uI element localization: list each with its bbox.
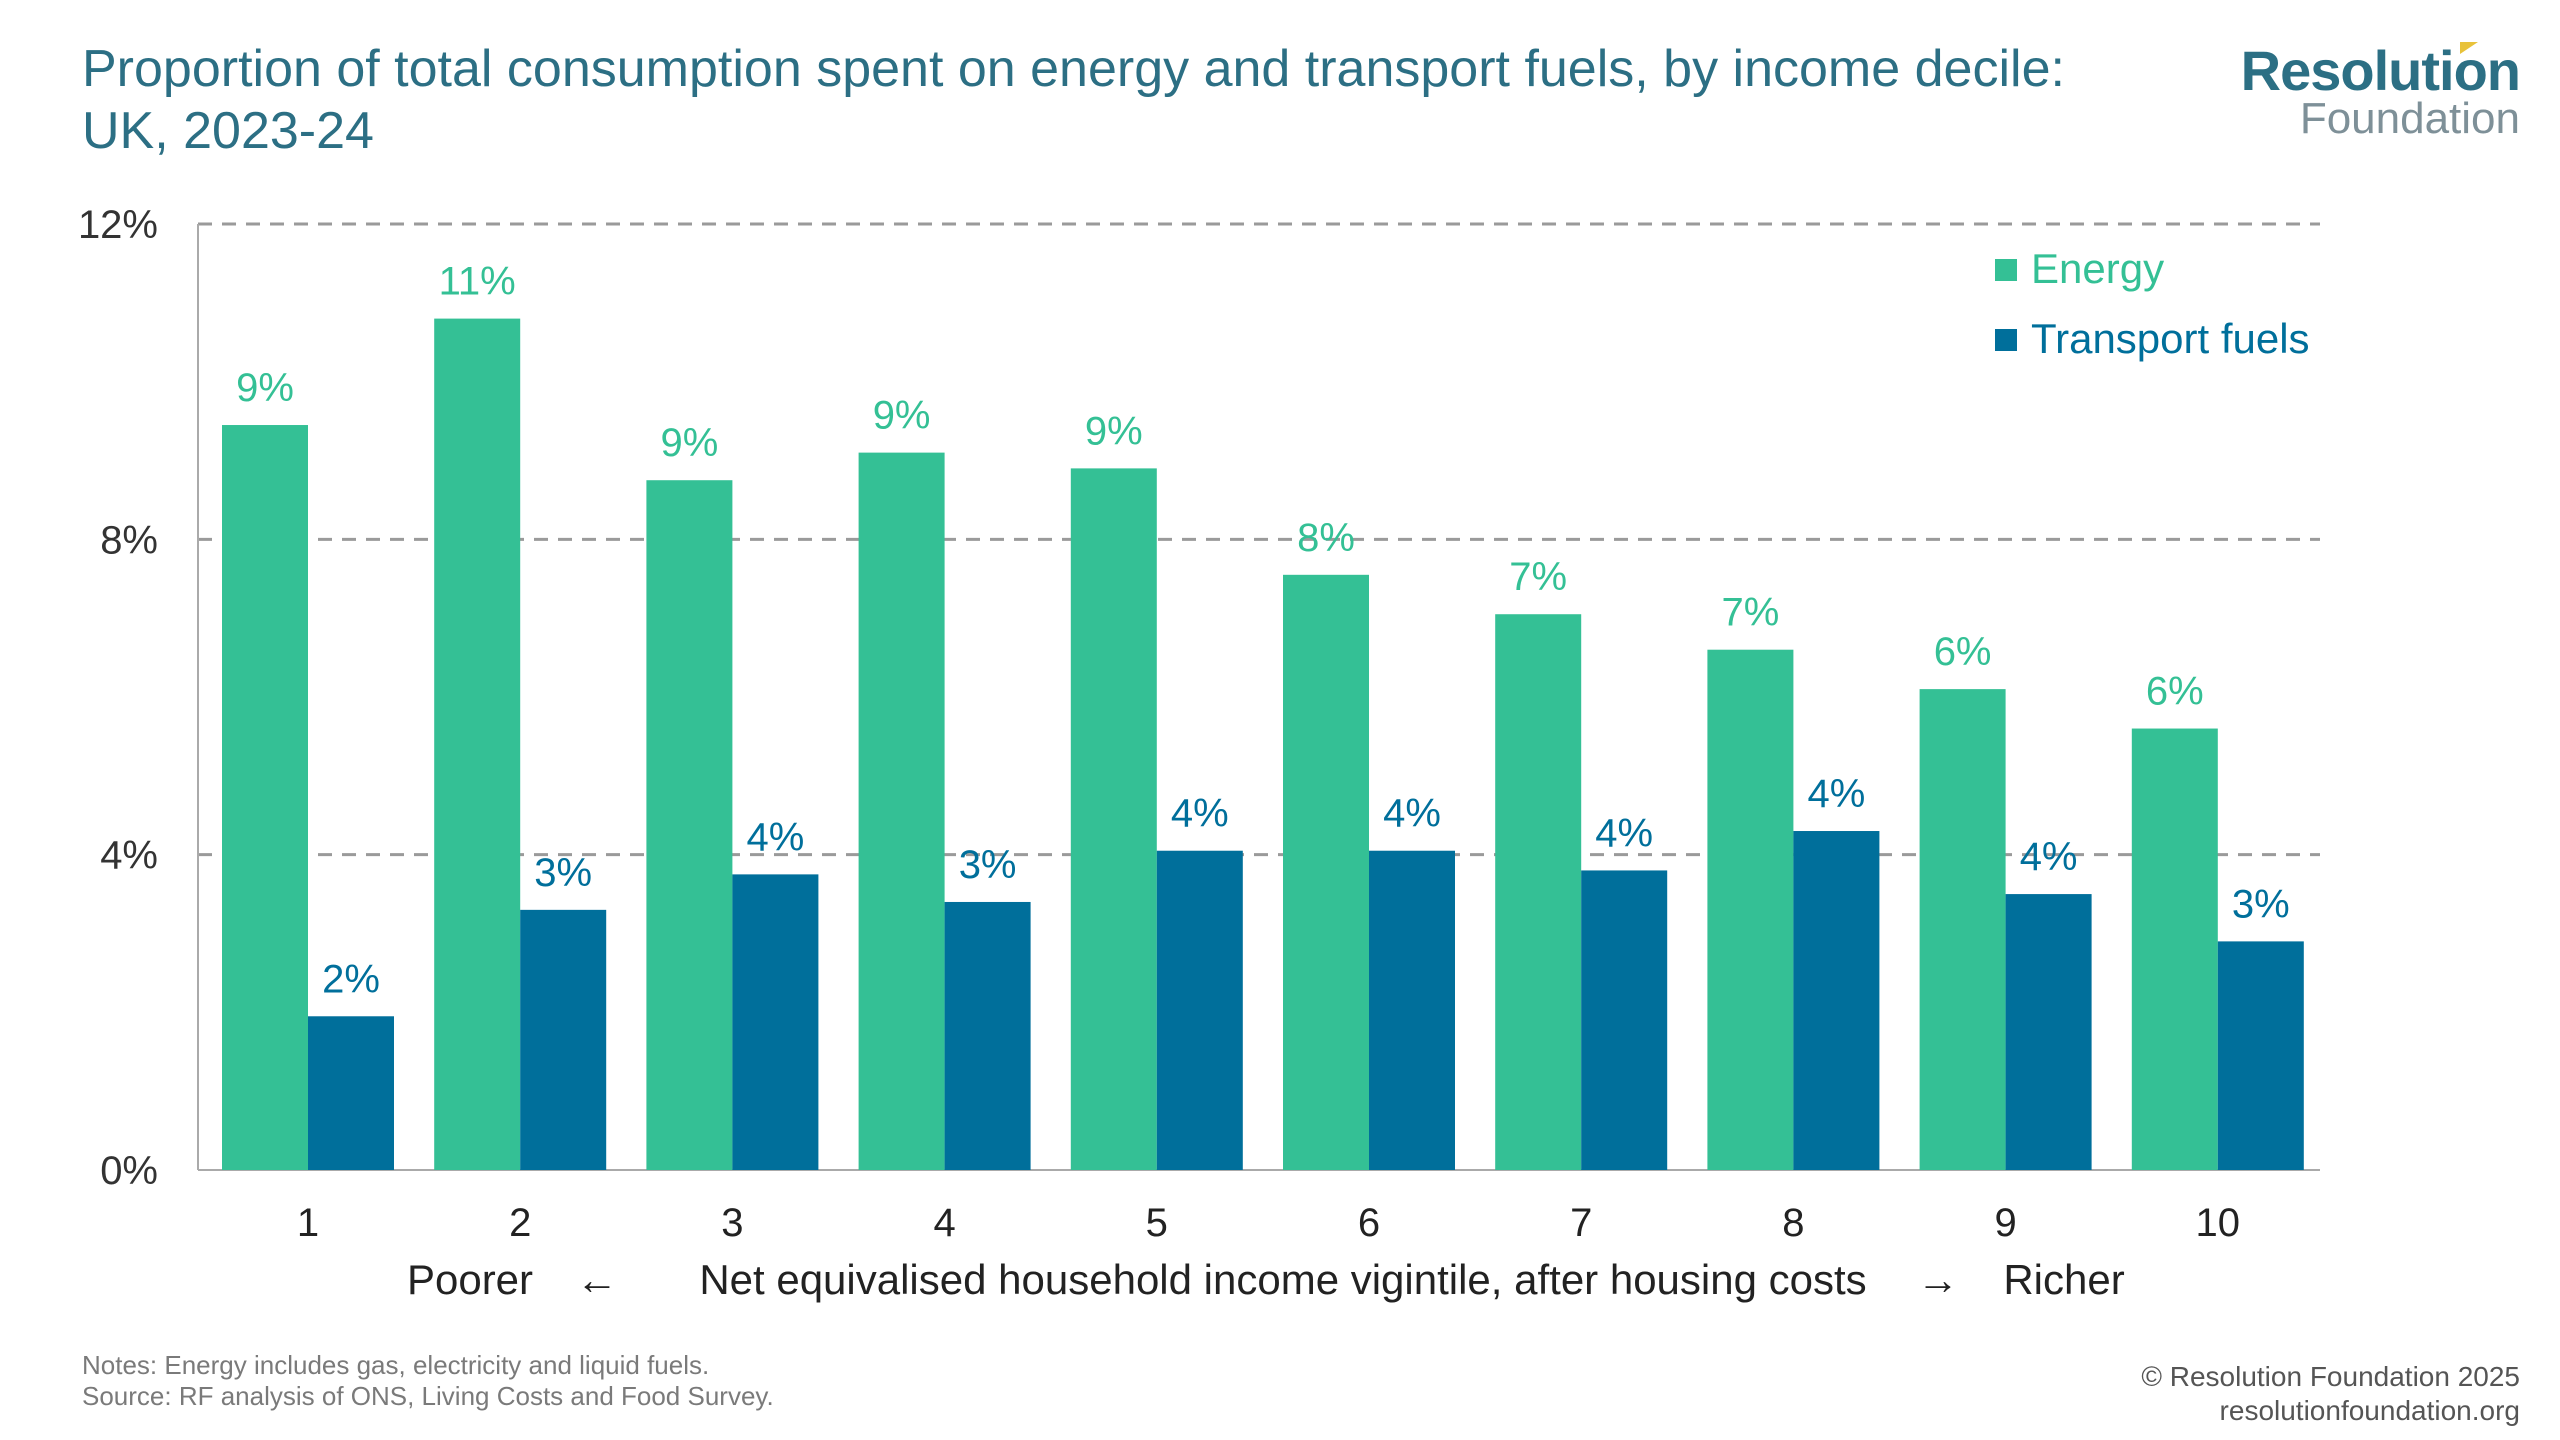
transport-fuels-data-label: 4% xyxy=(1595,811,1653,855)
legend-swatch-transport-fuels xyxy=(1995,329,2017,351)
transport-fuels-bar xyxy=(732,874,819,1170)
x-label-poorer: Poorer xyxy=(407,1256,533,1303)
transport-fuels-data-label: 4% xyxy=(1383,792,1441,836)
transport-fuels-data-label: 4% xyxy=(1807,772,1865,816)
legend-label-energy: Energy xyxy=(2031,245,2164,292)
energy-data-label: 9% xyxy=(660,421,718,465)
y-tick-label: 8% xyxy=(100,518,158,562)
energy-data-label: 9% xyxy=(236,366,294,410)
chart-title-line1: Proportion of total consumption spent on… xyxy=(82,40,2065,98)
legend-label-transport-fuels: Transport fuels xyxy=(2031,315,2310,362)
energy-bar xyxy=(1495,614,1582,1170)
transport-fuels-bar xyxy=(308,1016,394,1170)
energy-bar xyxy=(1919,689,2006,1170)
y-tick-label: 12% xyxy=(78,203,158,247)
footer-notes: Notes: Energy includes gas, electricity … xyxy=(82,1350,774,1412)
transport-fuels-data-label: 2% xyxy=(322,957,380,1001)
x-tick-label: 4 xyxy=(933,1201,955,1245)
energy-bar xyxy=(222,425,308,1170)
website-link[interactable]: resolutionfoundation.org xyxy=(2219,1395,2520,1426)
transport-fuels-data-label: 4% xyxy=(1171,792,1229,836)
chart-title: Proportion of total consumption spent on… xyxy=(82,38,2162,162)
source-text: Source: RF analysis of ONS, Living Costs… xyxy=(82,1381,774,1411)
transport-fuels-bar xyxy=(2005,894,2092,1170)
x-tick-label: 1 xyxy=(297,1201,319,1245)
x-tick-label: 10 xyxy=(2196,1201,2241,1245)
energy-bar xyxy=(1283,574,1369,1170)
transport-fuels-bar xyxy=(1369,850,1455,1170)
transport-fuels-bar xyxy=(1156,850,1243,1170)
transport-fuels-data-label: 3% xyxy=(959,843,1017,887)
energy-data-label: 9% xyxy=(873,394,931,438)
footer-credits: © Resolution Foundation 2025 resolutionf… xyxy=(2141,1360,2520,1428)
energy-data-label: 7% xyxy=(1721,591,1779,635)
energy-bar xyxy=(1070,468,1157,1171)
transport-fuels-bar xyxy=(520,909,607,1170)
x-tick-label: 8 xyxy=(1782,1201,1804,1245)
x-tick-label: 9 xyxy=(1994,1201,2016,1245)
x-tick-label: 6 xyxy=(1358,1201,1380,1245)
transport-fuels-data-label: 4% xyxy=(746,815,804,859)
x-tick-label: 2 xyxy=(509,1201,531,1245)
y-tick-label: 4% xyxy=(100,834,158,878)
legend-swatch-energy xyxy=(1995,259,2017,281)
energy-data-label: 11% xyxy=(439,260,516,304)
energy-data-label: 6% xyxy=(1934,630,1992,674)
transport-fuels-data-label: 4% xyxy=(2020,835,2078,879)
transport-fuels-data-label: 3% xyxy=(534,851,592,895)
transport-fuels-bar xyxy=(1793,831,1880,1170)
energy-bar xyxy=(858,452,945,1170)
y-tick-label: 0% xyxy=(100,1149,158,1193)
transport-fuels-bar xyxy=(2217,941,2304,1170)
x-tick-label: 3 xyxy=(721,1201,743,1245)
logo-line1: Resolution xyxy=(2240,39,2521,102)
x-tick-label: 7 xyxy=(1570,1201,1592,1245)
x-tick-label: 5 xyxy=(1146,1201,1168,1245)
bar-chart: 0% 4% 8% 12% 9% 2% 1 11% 3% 2 9% 4% 3 9% 3% 4 9% 4% 5 8% 4% 6… xyxy=(78,203,2320,1303)
energy-data-label: 7% xyxy=(1509,555,1567,599)
energy-bar xyxy=(1707,649,1794,1170)
logo-line2: Foundation xyxy=(2299,94,2520,143)
energy-data-label: 9% xyxy=(1085,409,1143,453)
x-label-right-arrow: → xyxy=(1917,1256,1959,1303)
transport-fuels-data-label: 3% xyxy=(2232,882,2290,926)
energy-data-label: 8% xyxy=(1297,516,1355,560)
resolution-foundation-logo: Resolution Foundation xyxy=(2160,38,2521,148)
transport-fuels-bar xyxy=(944,901,1031,1170)
notes-text: Notes: Energy includes gas, electricity … xyxy=(82,1350,710,1380)
copyright-text: © Resolution Foundation 2025 xyxy=(2141,1361,2520,1392)
x-axis-label: Net equivalised household income viginti… xyxy=(699,1256,1866,1303)
energy-data-label: 6% xyxy=(2146,670,2204,714)
x-label-richer: Richer xyxy=(2003,1256,2124,1303)
transport-fuels-bar xyxy=(1581,870,1668,1170)
chart-title-line2: UK, 2023-24 xyxy=(82,102,374,160)
x-label-left-arrow: ← xyxy=(576,1256,618,1303)
energy-bar xyxy=(434,318,521,1171)
energy-bar xyxy=(646,480,733,1170)
energy-bar xyxy=(2131,728,2218,1170)
